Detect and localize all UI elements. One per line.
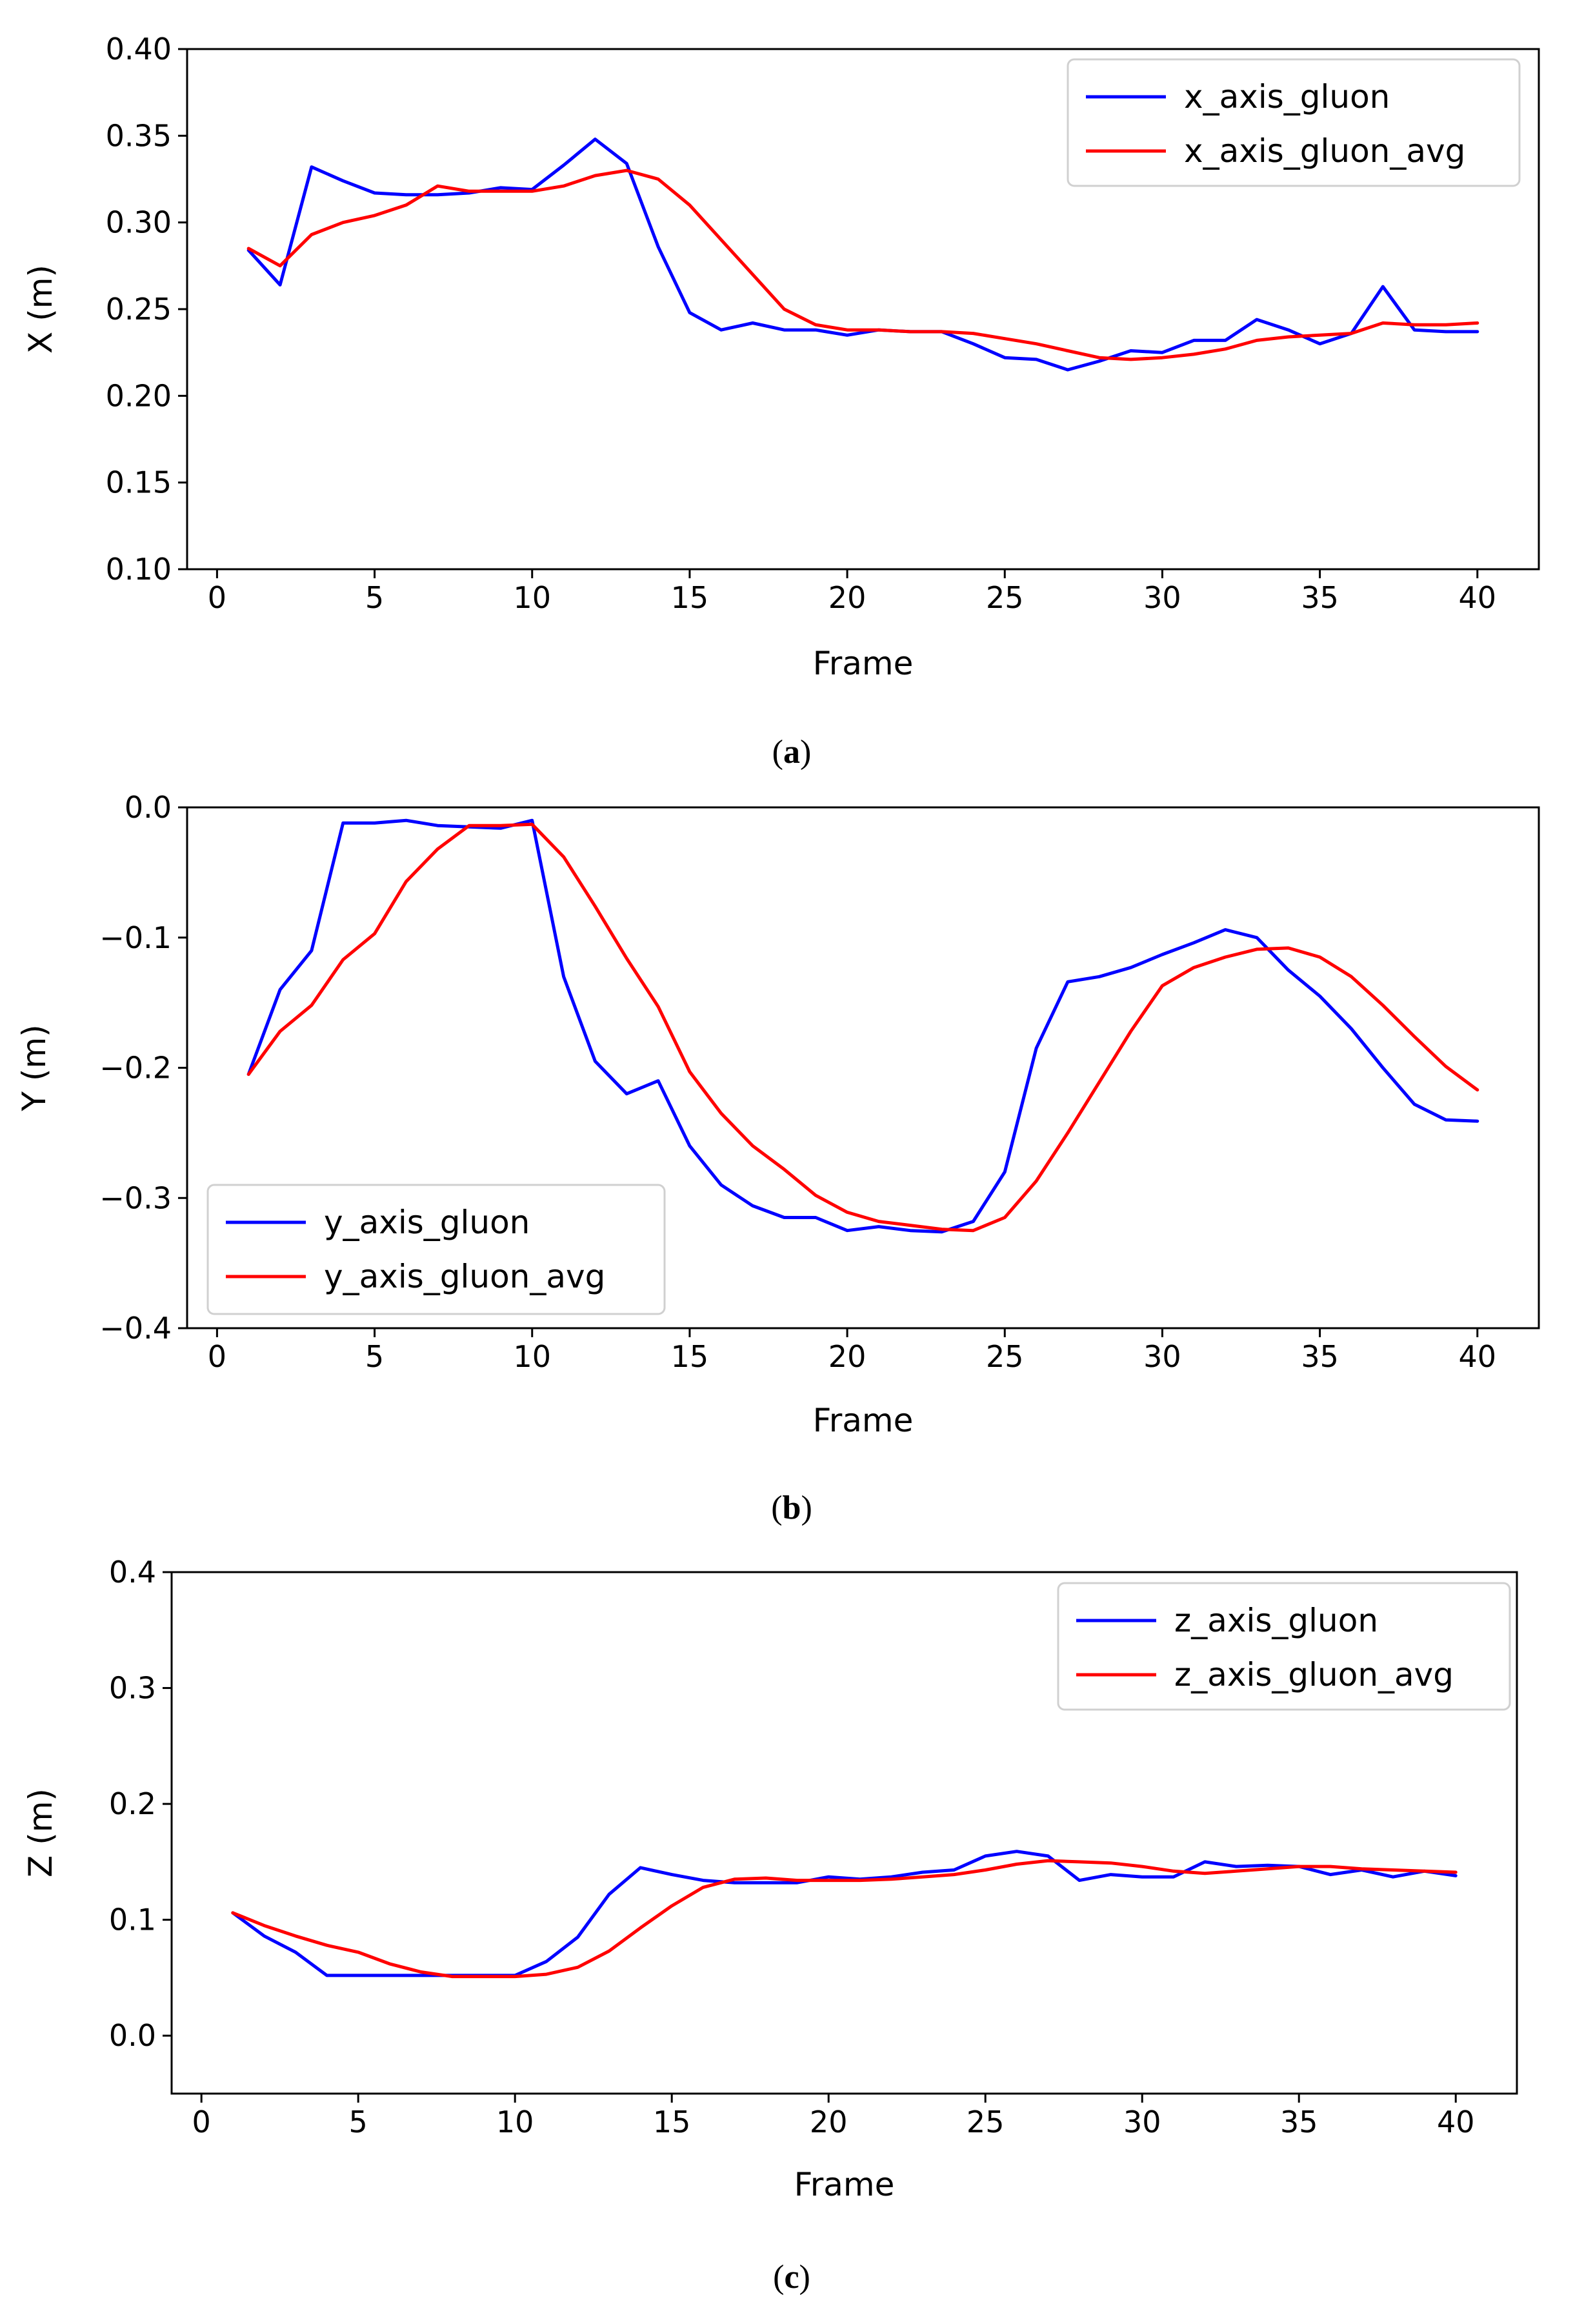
series-line-z_axis_gluon_avg <box>231 1859 1458 1979</box>
chart-panel-c: 0 5 10 15 20 25 30 35 40 0.0 0.1 0.2 0.3 0.4 Frame Z (m… <box>22 1555 1518 2296</box>
x-tick-label: 15 <box>653 2105 691 2139</box>
y-tick-label: −0.4 <box>99 1311 172 1346</box>
y-tick-label: 0.40 <box>106 32 172 66</box>
x-tick-label: 30 <box>1143 580 1181 615</box>
x-tick-label: 40 <box>1437 2105 1475 2139</box>
y-tick-label: 0.4 <box>109 1555 156 1590</box>
legend-label-z_axis_gluon: z_axis_gluon <box>1174 1602 1378 1639</box>
chart-panel-a: 0 5 10 15 20 25 30 35 40 0.10 0.15 0.20 0.25 0.30 0.35… <box>22 32 1540 771</box>
y-tick-label: 0.0 <box>109 2018 156 2053</box>
panel-caption: (b) <box>771 1490 812 1526</box>
x-tick-label: 20 <box>810 2105 848 2139</box>
y-tick-label: −0.2 <box>99 1051 172 1086</box>
series-line-x_axis_gluon_avg <box>246 168 1479 361</box>
y-tick-label: 0.30 <box>106 205 172 240</box>
x-tick-label: 25 <box>986 580 1024 615</box>
x-tick-label: 0 <box>208 1339 226 1374</box>
x-tick-label: 0 <box>208 580 226 615</box>
legend: y_axis_gluon y_axis_gluon_avg <box>206 1184 666 1315</box>
y-axis-label: Z (m) <box>22 1788 59 1877</box>
x-tick-label: 25 <box>967 2105 1005 2139</box>
legend-box <box>206 1184 666 1315</box>
y-tick-label: 0.20 <box>106 378 172 413</box>
x-tick-label: 20 <box>828 1339 867 1374</box>
y-axis-label: X (m) <box>22 265 59 354</box>
x-tick-label: 20 <box>828 580 867 615</box>
x-tick-label: 40 <box>1458 580 1496 615</box>
x-tick-label: 10 <box>513 1339 551 1374</box>
x-tick-label: 15 <box>671 1339 709 1374</box>
legend-label-x_axis_gluon_avg: x_axis_gluon_avg <box>1184 132 1465 170</box>
legend-label-z_axis_gluon_avg: z_axis_gluon_avg <box>1174 1656 1454 1693</box>
x-tick-label: 10 <box>496 2105 534 2139</box>
x-axis-label: Frame <box>813 1402 914 1439</box>
legend: z_axis_gluon z_axis_gluon_avg <box>1057 1582 1511 1711</box>
x-tick-label: 35 <box>1280 2105 1318 2139</box>
x-tick-label: 30 <box>1123 2105 1161 2139</box>
legend-box <box>1057 1582 1511 1711</box>
legend-label-y_axis_gluon_avg: y_axis_gluon_avg <box>324 1258 605 1295</box>
plot-frame <box>186 806 1540 1329</box>
panel-caption: (c) <box>773 2259 810 2296</box>
chart-panel-b: 0 5 10 15 20 25 30 35 40 −0.4 −0.3 −0.2 −0.1 0.0 Frame… <box>15 790 1540 1526</box>
y-tick-label: 0.35 <box>106 118 172 153</box>
x-tick-label: 5 <box>349 2105 368 2139</box>
y-tick-label: 0.2 <box>109 1786 156 1821</box>
y-tick-label: −0.1 <box>99 920 172 955</box>
y-tick-label: −0.3 <box>99 1180 172 1215</box>
x-tick-label: 10 <box>513 580 551 615</box>
series-line-x_axis_gluon <box>246 137 1479 372</box>
y-tick-label: 0.25 <box>106 292 172 327</box>
y-tick-label: 0.0 <box>125 790 172 825</box>
x-tick-label: 25 <box>986 1339 1024 1374</box>
x-tick-label: 15 <box>671 580 709 615</box>
legend-label-x_axis_gluon: x_axis_gluon <box>1184 78 1390 116</box>
y-tick-label: 0.15 <box>106 465 172 500</box>
y-tick-label: 0.10 <box>106 552 172 587</box>
series-line-y_axis_gluon_avg <box>246 822 1479 1233</box>
legend-box <box>1067 58 1521 187</box>
y-tick-label: 0.3 <box>109 1671 156 1706</box>
x-axis-label: Frame <box>813 645 914 682</box>
panel-caption: (a) <box>772 734 812 771</box>
x-tick-label: 35 <box>1301 580 1339 615</box>
y-tick-label: 0.1 <box>109 1903 156 1937</box>
x-tick-label: 0 <box>192 2105 211 2139</box>
x-tick-label: 40 <box>1458 1339 1496 1374</box>
x-tick-label: 5 <box>365 580 384 615</box>
plot-frame <box>186 48 1540 571</box>
plot-frame <box>170 1571 1518 2095</box>
legend-label-y_axis_gluon: y_axis_gluon <box>324 1204 530 1241</box>
legend: x_axis_gluon x_axis_gluon_avg <box>1067 58 1521 187</box>
x-tick-label: 35 <box>1301 1339 1339 1374</box>
x-axis-label: Frame <box>794 2166 895 2203</box>
y-axis-label: Y (m) <box>15 1024 53 1111</box>
x-tick-label: 5 <box>365 1339 384 1374</box>
series-line-y_axis_gluon <box>246 818 1479 1234</box>
x-tick-label: 30 <box>1143 1339 1181 1374</box>
